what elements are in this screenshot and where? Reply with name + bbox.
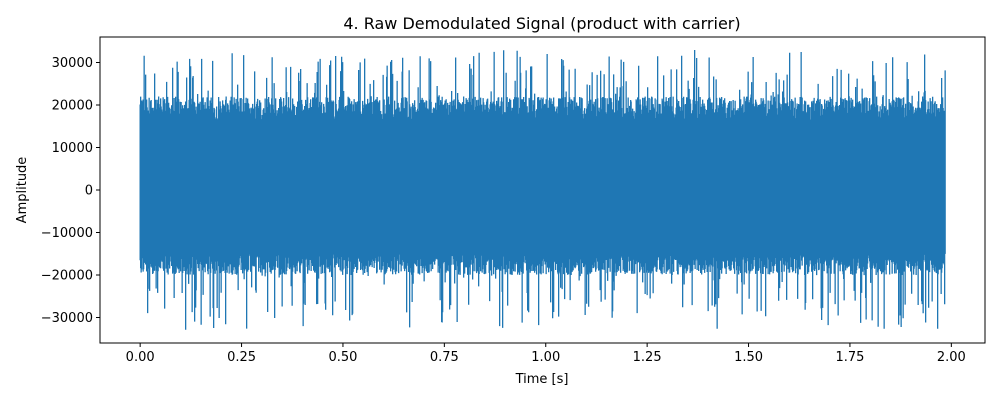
x-tick-label: 2.00 [937, 350, 966, 365]
chart-title: 4. Raw Demodulated Signal (product with … [343, 14, 740, 33]
x-tick-label: 0.25 [227, 350, 256, 365]
y-tick-label: −20000 [41, 269, 93, 284]
signal-series [139, 50, 946, 330]
y-axis-label: Amplitude [15, 157, 30, 224]
y-tick-label: 20000 [52, 99, 93, 114]
signal-line [139, 50, 946, 330]
x-tick-label: 1.25 [633, 350, 662, 365]
x-tick-label: 1.50 [734, 350, 763, 365]
x-tick-label: 0.00 [126, 350, 155, 365]
y-tick-label: −30000 [41, 311, 93, 326]
y-tick-label: 10000 [52, 141, 93, 156]
x-tick-label: 0.50 [328, 350, 357, 365]
x-tick-label: 1.00 [531, 350, 560, 365]
x-axis: 0.00 0.25 0.50 0.75 1.00 1.25 1.50 1.75 2.00 [126, 343, 966, 365]
x-axis-label: Time [s] [515, 372, 569, 387]
x-tick-label: 0.75 [430, 350, 459, 365]
y-tick-label: 30000 [52, 56, 93, 71]
x-tick-label: 1.75 [835, 350, 864, 365]
y-axis: −30000 −20000 −10000 0 10000 20000 30000 [41, 56, 100, 326]
y-tick-label: −10000 [41, 226, 93, 241]
y-tick-label: 0 [85, 184, 93, 199]
